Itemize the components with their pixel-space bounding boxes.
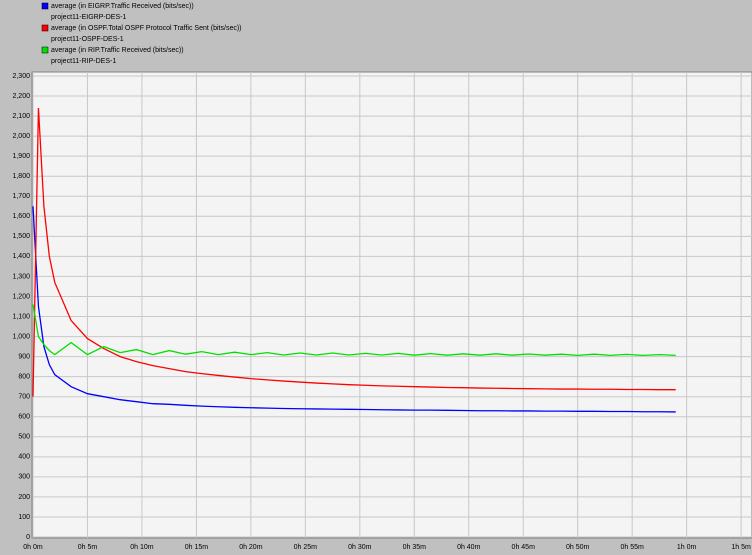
y-tick-label: 1,000: [12, 333, 30, 340]
y-tick-label: 1,200: [12, 293, 30, 300]
x-tick-label: 0h 0m: [23, 544, 43, 551]
x-tick-label: 0h 45m: [512, 544, 536, 551]
series-line: [32, 206, 676, 413]
y-tick-label: 200: [18, 494, 30, 501]
legend-scenario: project11-EIGRP-DES-1: [51, 14, 126, 21]
y-tick-label: 2,100: [12, 113, 30, 120]
y-tick-label: 2,000: [12, 133, 30, 140]
legend-scenario: project11-OSPF-DES-1: [51, 36, 124, 43]
y-tick-label: 1,100: [12, 313, 30, 320]
y-tick-label: 1,600: [12, 213, 30, 220]
x-tick-label: 0h 20m: [239, 544, 263, 551]
legend-swatch: [41, 2, 49, 10]
x-tick-label: 0h 50m: [566, 544, 590, 551]
legend-swatch: [41, 24, 49, 32]
y-tick-label: 2,300: [12, 73, 30, 80]
y-tick-label: 600: [18, 414, 30, 421]
y-tick-label: 400: [18, 454, 30, 461]
y-tick-label: 0: [26, 534, 30, 541]
plot-area: [31, 71, 752, 539]
x-tick-label: 1h 5m: [731, 544, 751, 551]
y-tick-label: 300: [18, 474, 30, 481]
x-tick-label: 0h 30m: [348, 544, 372, 551]
y-tick-label: 1,300: [12, 273, 30, 280]
x-tick-label: 1h 0m: [677, 544, 697, 551]
legend-scenario: project11-RIP-DES-1: [51, 58, 116, 65]
x-tick-label: 0h 35m: [403, 544, 427, 551]
series-line: [32, 108, 676, 397]
x-tick-label: 0h 10m: [130, 544, 154, 551]
legend-label: average (in OSPF.Total OSPF Protocol Tra…: [51, 25, 242, 32]
y-tick-label: 800: [18, 373, 30, 380]
legend-label: average (in RIP.Traffic Received (bits/s…: [51, 47, 184, 54]
x-tick-label: 0h 25m: [294, 544, 318, 551]
y-tick-label: 1,800: [12, 173, 30, 180]
x-tick-label: 0h 55m: [620, 544, 644, 551]
y-tick-label: 1,500: [12, 233, 30, 240]
y-tick-label: 700: [18, 394, 30, 401]
y-tick-label: 1,700: [12, 193, 30, 200]
y-tick-label: 900: [18, 353, 30, 360]
y-tick-label: 500: [18, 434, 30, 441]
y-tick-label: 100: [18, 514, 30, 521]
x-tick-label: 0h 5m: [78, 544, 98, 551]
legend-label: average (in EIGRP.Traffic Received (bits…: [51, 3, 194, 10]
y-tick-label: 2,200: [12, 93, 30, 100]
x-tick-label: 0h 40m: [457, 544, 481, 551]
y-tick-label: 1,400: [12, 253, 30, 260]
series-line: [32, 304, 676, 357]
y-tick-label: 1,900: [12, 153, 30, 160]
x-tick-label: 0h 15m: [185, 544, 209, 551]
legend-swatch: [41, 46, 49, 54]
